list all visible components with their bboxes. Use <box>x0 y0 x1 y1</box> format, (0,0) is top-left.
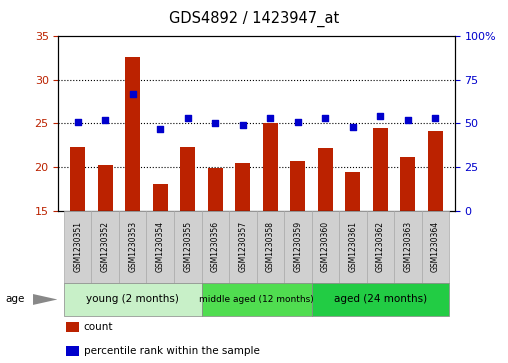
Bar <box>66 322 79 333</box>
Bar <box>180 147 195 211</box>
Text: GSM1230354: GSM1230354 <box>156 221 165 272</box>
Point <box>321 115 329 121</box>
Point <box>211 121 219 126</box>
Point <box>294 119 302 125</box>
Point <box>266 115 274 121</box>
Bar <box>64 211 91 283</box>
Point <box>101 117 109 123</box>
Text: young (2 months): young (2 months) <box>86 294 179 305</box>
Bar <box>235 163 250 211</box>
Text: GSM1230356: GSM1230356 <box>211 221 220 272</box>
Point <box>129 91 137 97</box>
Bar <box>422 211 449 283</box>
Point <box>376 114 385 119</box>
Bar <box>263 123 278 211</box>
Bar <box>428 131 443 211</box>
Text: GSM1230362: GSM1230362 <box>376 221 385 272</box>
Bar <box>174 211 202 283</box>
Bar <box>66 346 79 356</box>
Bar <box>229 211 257 283</box>
Text: middle aged (12 months): middle aged (12 months) <box>199 295 314 304</box>
Point <box>239 122 247 128</box>
Text: aged (24 months): aged (24 months) <box>334 294 427 305</box>
Text: GSM1230363: GSM1230363 <box>403 221 412 272</box>
Bar <box>153 184 168 211</box>
Text: GSM1230355: GSM1230355 <box>183 221 192 272</box>
Text: GSM1230351: GSM1230351 <box>73 221 82 272</box>
Bar <box>202 211 229 283</box>
Bar <box>125 57 140 211</box>
Bar <box>373 128 388 211</box>
Text: GSM1230358: GSM1230358 <box>266 221 275 272</box>
Bar <box>311 211 339 283</box>
Text: percentile rank within the sample: percentile rank within the sample <box>84 346 260 356</box>
Point <box>74 119 82 125</box>
Bar <box>64 283 202 316</box>
Bar <box>208 168 223 211</box>
Point <box>184 115 192 121</box>
Bar <box>400 156 416 211</box>
Bar <box>290 161 305 211</box>
Point <box>431 115 439 121</box>
Polygon shape <box>33 294 57 305</box>
Text: count: count <box>84 322 113 332</box>
Bar <box>146 211 174 283</box>
Text: GSM1230364: GSM1230364 <box>431 221 440 272</box>
Bar <box>318 148 333 211</box>
Point <box>156 126 164 131</box>
Point <box>404 117 412 123</box>
Bar <box>311 283 449 316</box>
Bar <box>257 211 284 283</box>
Bar <box>91 211 119 283</box>
Bar <box>284 211 311 283</box>
Bar <box>119 211 146 283</box>
Text: GSM1230353: GSM1230353 <box>128 221 137 272</box>
Text: GSM1230360: GSM1230360 <box>321 221 330 272</box>
Bar <box>339 211 367 283</box>
Bar <box>202 283 311 316</box>
Bar <box>345 172 360 211</box>
Text: GSM1230359: GSM1230359 <box>293 221 302 272</box>
Text: GSM1230357: GSM1230357 <box>238 221 247 272</box>
Text: GSM1230361: GSM1230361 <box>348 221 357 272</box>
Text: GSM1230352: GSM1230352 <box>101 221 110 272</box>
Bar <box>394 211 422 283</box>
Text: age: age <box>5 294 24 305</box>
Bar <box>98 165 113 211</box>
Text: GDS4892 / 1423947_at: GDS4892 / 1423947_at <box>169 11 339 27</box>
Bar <box>367 211 394 283</box>
Point <box>349 124 357 130</box>
Bar <box>70 147 85 211</box>
